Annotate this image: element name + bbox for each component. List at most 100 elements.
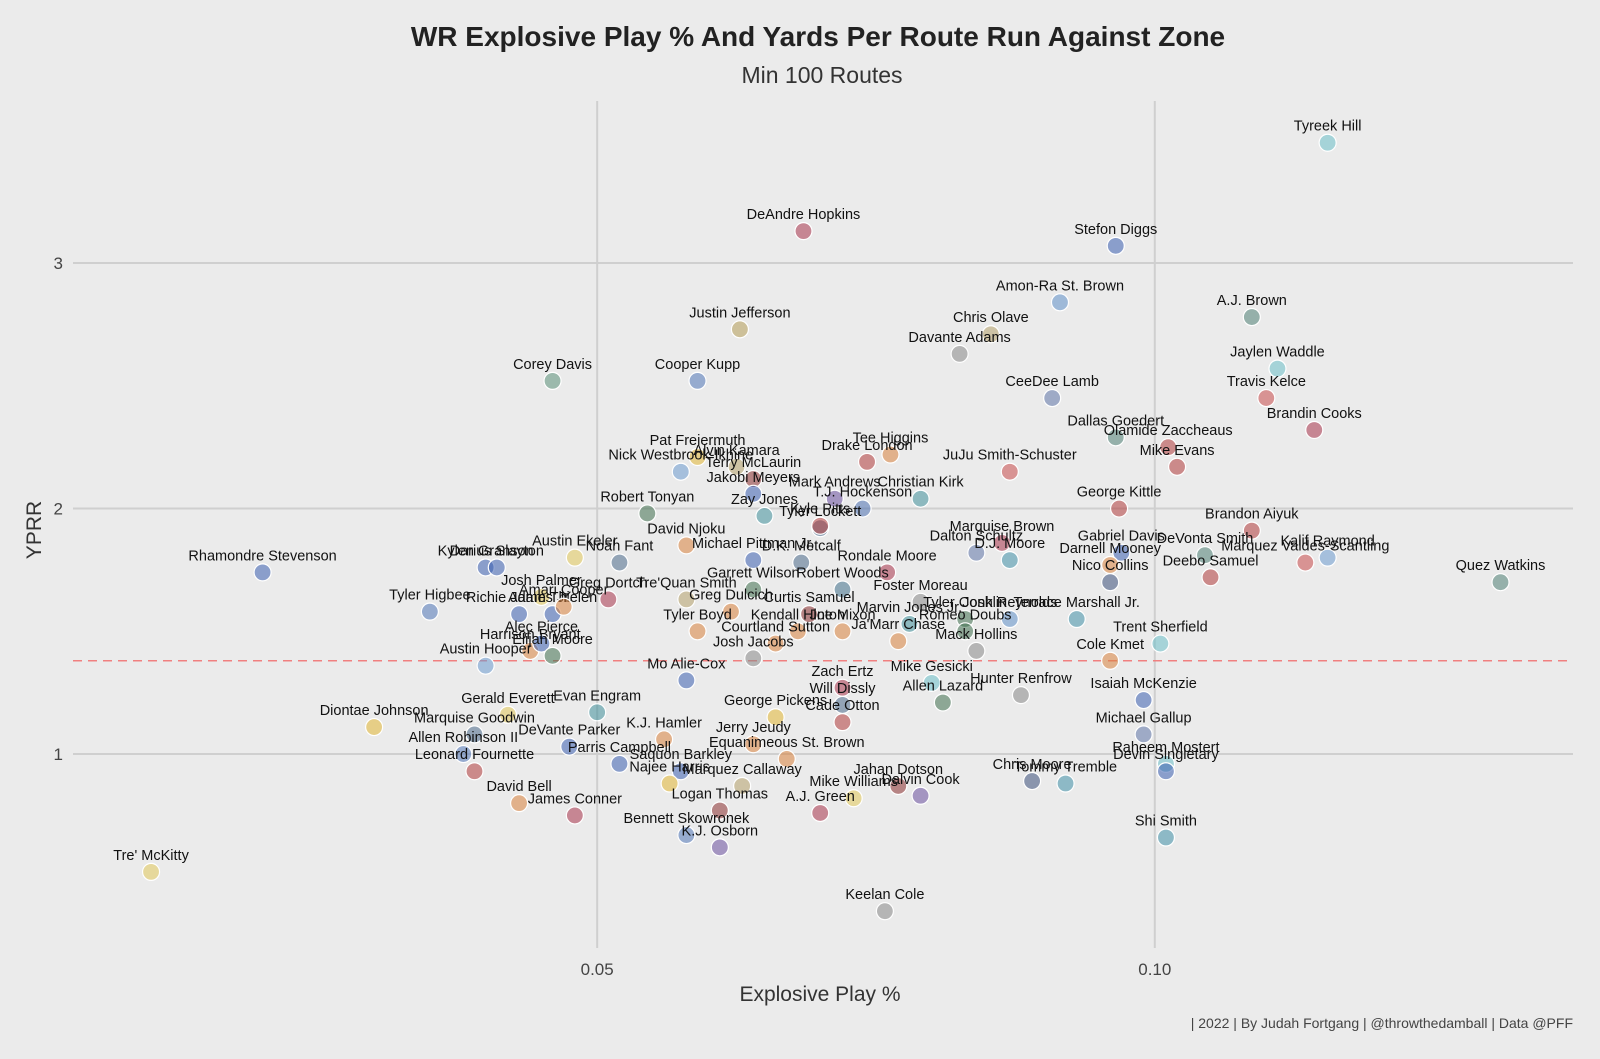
team-logo-marker — [688, 447, 707, 467]
player-point: Logan Thomas — [672, 787, 768, 820]
player-label: Darius Slayton — [450, 543, 544, 559]
player-point: T.J. Hockenson — [813, 485, 912, 518]
player-point: Amon-Ra St. Brown — [996, 278, 1124, 312]
player-label: Travis Kelce — [1227, 374, 1306, 390]
player-point: Dallas Goedert — [1067, 413, 1164, 447]
player-label: Joe Mixon — [809, 607, 875, 623]
player-label: Tyler Higbee — [389, 588, 470, 604]
team-logo-marker — [253, 563, 272, 582]
team-logo-marker — [671, 762, 690, 781]
player-point: Noah Fant — [586, 539, 654, 572]
player-label: Josh Reynolds — [962, 595, 1057, 611]
team-logo-marker — [1195, 546, 1215, 565]
team-logo-marker — [1106, 236, 1125, 255]
player-point: Chris Moore — [993, 757, 1072, 791]
team-logo-marker — [1257, 388, 1276, 408]
player-point: Saquon Barkley — [630, 747, 733, 781]
player-point: Romeo Doubs — [919, 607, 1012, 641]
player-point: A.J. Brown — [1217, 293, 1287, 327]
player-point: Darius Slayton — [450, 543, 544, 577]
team-logo-marker — [811, 803, 830, 823]
player-point: Mike Gesicki — [891, 659, 973, 692]
player-point: D.K. Metcalf — [762, 539, 842, 572]
team-logo-marker — [560, 737, 579, 756]
player-point: Leonard Fournette — [415, 747, 534, 781]
team-logo-marker — [833, 580, 852, 599]
x-tick-label: 0.10 — [1138, 960, 1171, 979]
player-point: Robert Tonyan — [600, 489, 694, 523]
team-logo-marker — [1318, 133, 1337, 152]
player-label: Courtland Sutton — [721, 620, 830, 636]
chart-subtitle: Min 100 Routes — [741, 62, 902, 88]
player-point: Cooper Kupp — [655, 357, 740, 390]
team-logo-marker — [766, 634, 785, 653]
team-logo-marker — [1112, 543, 1131, 562]
player-label: Keelan Cole — [845, 887, 924, 903]
player-label: Amari Cooper — [519, 583, 609, 599]
player-label: Noah Fant — [586, 539, 654, 555]
player-point: D.J. Moore — [974, 536, 1045, 570]
x-tick-label: 0.05 — [581, 960, 614, 979]
player-point: James Conner — [528, 791, 622, 825]
player-label: Olamide Zaccheaus — [1104, 423, 1233, 439]
player-label: George Pickens — [724, 693, 827, 709]
team-logo-marker — [1268, 359, 1287, 378]
team-logo-marker — [509, 605, 529, 624]
team-logo-marker — [911, 592, 930, 611]
player-label: Raheem Mostert — [1112, 740, 1219, 756]
team-logo-marker — [543, 371, 562, 390]
x-axis-title: Explosive Play % — [739, 983, 900, 1006]
team-logo-marker — [465, 725, 484, 744]
team-logo-marker — [638, 504, 657, 523]
player-label: K.J. Hamler — [626, 715, 702, 731]
player-label: Devin Singletary — [1113, 747, 1219, 763]
team-logo-marker — [911, 786, 930, 805]
player-label: David Bell — [486, 779, 551, 795]
team-logo-marker — [777, 749, 796, 769]
team-logo-marker — [141, 862, 161, 881]
player-label: Foster Moreau — [873, 578, 967, 594]
player-point: DeAndre Hopkins — [747, 207, 860, 241]
player-point: Josh Jacobs — [713, 634, 794, 668]
player-point: Tyreek Hill — [1294, 119, 1361, 152]
player-label: Kalif Raymond — [1280, 534, 1374, 550]
team-logo-marker — [1491, 573, 1510, 592]
player-point: Tommy Tremble — [1014, 760, 1117, 793]
team-logo-marker — [1305, 420, 1324, 440]
team-logo-marker — [933, 693, 952, 712]
player-label: Stefon Diggs — [1074, 222, 1157, 238]
team-logo-marker — [420, 602, 439, 621]
team-logo-marker — [755, 506, 774, 526]
player-point: Mack Hollins — [935, 627, 1017, 661]
player-label: Curtis Samuel — [764, 590, 855, 606]
player-point: David Bell — [486, 779, 552, 813]
player-point: Curtis Samuel — [764, 590, 855, 624]
player-label: Cade Otton — [805, 698, 879, 714]
chart-caption: | 2022 | By Judah Fortgang | @throwtheda… — [1191, 1015, 1573, 1031]
player-label: Nick Westbrook-Ikhine — [608, 448, 753, 464]
player-label: James Conner — [528, 791, 622, 807]
player-point: Mo Alie-Cox — [647, 656, 726, 690]
player-point: Equanimeous St. Brown — [709, 735, 865, 769]
player-point: Zay Jones — [731, 492, 798, 526]
team-logo-marker — [476, 656, 495, 675]
player-point: Shi Smith — [1135, 814, 1197, 847]
player-point: Marquise Brown — [950, 519, 1054, 553]
player-point: George Kittle — [1077, 485, 1161, 518]
player-point: Josh Palmer — [501, 573, 582, 607]
team-logo-marker — [744, 484, 763, 503]
player-point: Davante Adams — [908, 330, 1011, 363]
player-label: Gerald Everett — [461, 691, 555, 707]
player-point: Josh Reynolds — [962, 595, 1057, 629]
team-logo-marker — [1201, 568, 1220, 587]
player-label: Zach Ertz — [811, 664, 873, 680]
player-label: Chris Moore — [993, 757, 1072, 773]
player-label: Greg Dulcich — [689, 588, 773, 604]
player-point: DeVonta Smith — [1157, 531, 1253, 565]
team-logo-marker — [1156, 762, 1176, 781]
player-label: Ja'Marr Chase — [851, 617, 945, 633]
player-point: Foster Moreau — [873, 578, 968, 611]
player-point: Darnell Mooney — [1059, 541, 1162, 575]
